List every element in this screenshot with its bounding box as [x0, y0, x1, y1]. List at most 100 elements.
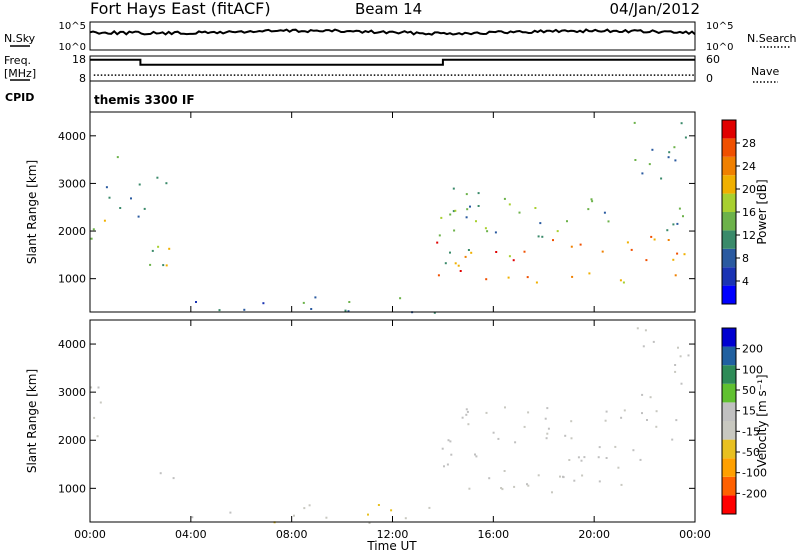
- data-cell: [453, 229, 456, 232]
- freq-ytick-top: 18: [72, 53, 86, 66]
- data-cell: [633, 121, 636, 124]
- data-cell: [512, 259, 515, 262]
- data-cell: [675, 419, 678, 422]
- data-cell: [368, 522, 371, 524]
- data-cell: [559, 475, 561, 478]
- colorbar-segment: [722, 138, 736, 157]
- data-cell: [551, 491, 553, 494]
- data-cell: [119, 207, 122, 209]
- data-cell: [105, 186, 108, 189]
- data-cell: [467, 249, 470, 251]
- nave-ytick-bottom: 0: [706, 72, 713, 85]
- data-cell: [649, 396, 652, 399]
- data-cell: [666, 229, 669, 232]
- data-cell: [636, 327, 639, 330]
- data-cell: [645, 259, 648, 262]
- data-cell: [348, 301, 351, 303]
- data-cell: [461, 416, 464, 419]
- colorbar-segment: [722, 383, 736, 403]
- data-cell: [465, 193, 468, 196]
- colorbar-tick-label: 16: [742, 206, 756, 219]
- data-cell: [579, 243, 582, 246]
- data-cell: [651, 148, 654, 151]
- data-cell: [441, 447, 444, 450]
- data-cell: [541, 235, 544, 238]
- data-cell: [682, 215, 684, 218]
- data-cell: [605, 457, 608, 459]
- cpid-text: themis 3300 IF: [94, 93, 195, 107]
- data-cell: [243, 308, 246, 311]
- data-cell: [539, 222, 542, 225]
- x-tick-label: 00:00: [74, 528, 106, 541]
- nsky-ytick-top: 10^5: [59, 21, 86, 32]
- data-cell: [488, 477, 491, 480]
- data-cell: [660, 177, 663, 180]
- data-cell: [646, 419, 648, 421]
- data-cell: [314, 296, 317, 299]
- data-cell: [485, 278, 488, 281]
- data-cell: [581, 474, 584, 477]
- y-tick-label: 3000: [58, 386, 86, 399]
- freq-ytick-bottom: 8: [79, 72, 86, 85]
- station-title: Fort Hays East (fitACF): [90, 0, 271, 18]
- data-cell: [534, 207, 537, 209]
- freq-label-line2: [MHz]: [4, 67, 36, 80]
- data-cell: [165, 264, 168, 267]
- x-tick-label: 04:00: [175, 528, 207, 541]
- data-cell: [619, 279, 622, 282]
- data-cell: [677, 346, 679, 349]
- data-cell: [116, 156, 119, 159]
- velocity-frame: [89, 319, 696, 523]
- data-cell: [452, 210, 455, 213]
- data-cell: [438, 234, 441, 237]
- colorbar-tick-label: 28: [742, 137, 756, 150]
- time-xlabel: Time UT: [366, 539, 417, 553]
- data-cell: [617, 466, 620, 469]
- data-cell: [165, 182, 168, 185]
- data-cell: [308, 504, 311, 507]
- data-cell: [404, 517, 407, 520]
- data-cell: [449, 440, 452, 443]
- data-cell: [486, 230, 489, 233]
- freq-panel: Freq. [MHz] 18 8 60 0 Nave: [4, 53, 779, 85]
- data-cell: [598, 480, 601, 483]
- colorbar-tick-label: -100: [742, 467, 767, 480]
- data-cell: [674, 159, 677, 162]
- data-cell: [605, 410, 608, 413]
- data-cell: [597, 456, 600, 459]
- colorbar-segment: [722, 346, 736, 366]
- nave-ytick-top: 60: [706, 53, 720, 66]
- data-cell: [494, 231, 497, 234]
- colorbar-tick-label: -50: [742, 446, 760, 459]
- colorbar-segment: [722, 328, 736, 347]
- data-cell: [641, 393, 644, 396]
- data-cell: [151, 249, 154, 252]
- y-tick-label: 1000: [58, 273, 86, 286]
- data-cell: [367, 513, 369, 516]
- data-cell: [591, 200, 594, 203]
- data-cell: [454, 262, 457, 265]
- data-cell: [504, 406, 506, 409]
- data-cell: [632, 449, 635, 452]
- data-cell: [347, 310, 350, 313]
- data-cell: [523, 425, 526, 428]
- data-cell: [437, 274, 440, 277]
- data-cell: [97, 386, 100, 389]
- data-cell: [293, 514, 295, 517]
- data-cell: [676, 252, 679, 255]
- data-cell: [467, 423, 470, 426]
- data-cell: [527, 411, 530, 414]
- data-cell: [639, 458, 642, 461]
- data-cell: [484, 227, 487, 230]
- data-cell: [428, 506, 431, 509]
- colorbar-frame: [721, 327, 737, 515]
- data-cell: [449, 213, 452, 216]
- data-cell: [653, 238, 656, 241]
- data-cell: [626, 241, 629, 244]
- data-cell: [325, 516, 328, 519]
- data-cell: [443, 465, 445, 468]
- power-cells: [90, 121, 687, 314]
- data-cell: [92, 228, 95, 231]
- data-cell: [137, 215, 140, 218]
- colorbar-segment: [722, 267, 736, 286]
